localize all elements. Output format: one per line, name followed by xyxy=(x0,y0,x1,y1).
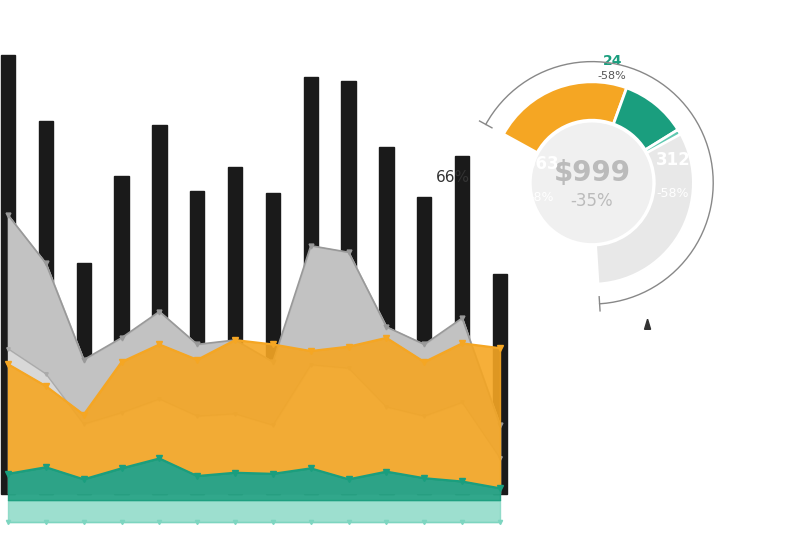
Bar xyxy=(455,156,470,494)
Bar xyxy=(379,147,394,494)
Wedge shape xyxy=(503,82,693,284)
Bar xyxy=(342,81,356,494)
Text: 312: 312 xyxy=(655,151,690,168)
Bar xyxy=(266,193,280,494)
Bar xyxy=(77,263,91,494)
Circle shape xyxy=(532,123,652,243)
Text: 66%: 66% xyxy=(435,170,470,185)
Text: -35%: -35% xyxy=(570,192,614,210)
Bar xyxy=(190,191,205,494)
Bar xyxy=(303,77,318,494)
Bar xyxy=(38,121,53,494)
Bar xyxy=(114,176,129,494)
Wedge shape xyxy=(646,130,681,153)
Text: $999: $999 xyxy=(554,158,630,187)
Text: 663: 663 xyxy=(524,155,559,173)
Bar xyxy=(1,55,15,494)
Wedge shape xyxy=(503,82,626,153)
Bar xyxy=(228,167,242,494)
Bar xyxy=(152,125,166,494)
Bar xyxy=(493,274,507,494)
Text: -58%: -58% xyxy=(598,71,626,81)
Polygon shape xyxy=(645,319,650,329)
Wedge shape xyxy=(614,88,678,150)
Text: -58%: -58% xyxy=(657,187,689,200)
Text: 24: 24 xyxy=(602,54,622,68)
Bar xyxy=(417,197,431,494)
Text: -8%: -8% xyxy=(530,191,554,204)
